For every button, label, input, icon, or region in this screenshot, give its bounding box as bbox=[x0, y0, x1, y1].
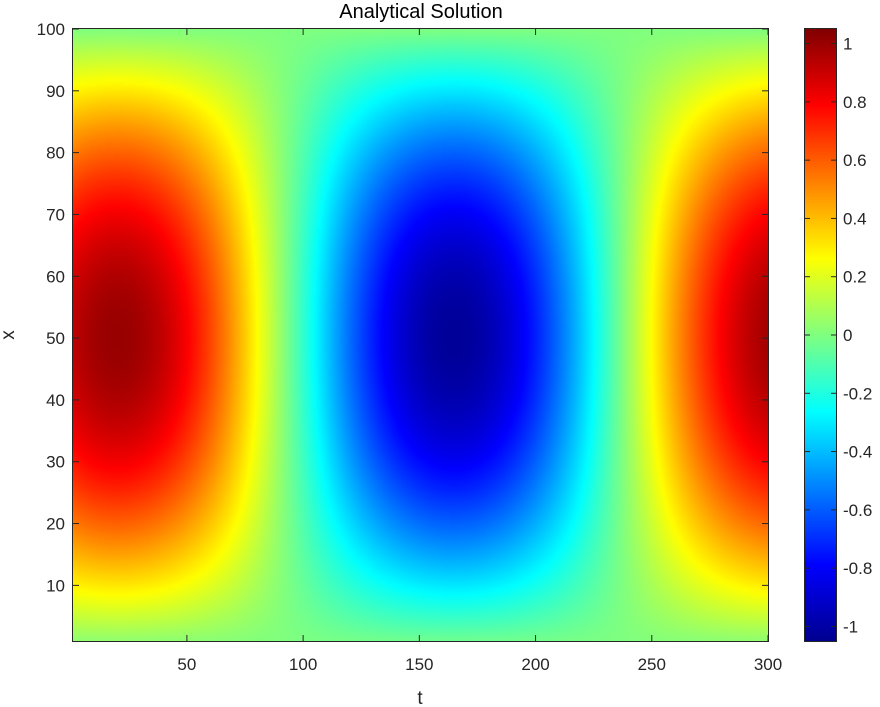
plot-frame bbox=[72, 28, 769, 642]
heatmap-image bbox=[73, 29, 768, 641]
colorbar-tick-label: 0.4 bbox=[843, 209, 867, 228]
colorbar-tick-label: -1 bbox=[843, 617, 858, 636]
heatmap bbox=[73, 29, 768, 641]
y-tick-label: 80 bbox=[46, 144, 65, 163]
y-tick-label: 60 bbox=[46, 267, 65, 286]
y-tick-label: 50 bbox=[46, 329, 65, 348]
y-tick-label: 10 bbox=[46, 576, 65, 595]
y-tick-label: 40 bbox=[46, 391, 65, 410]
y-tick-label: 30 bbox=[46, 453, 65, 472]
x-tick-label: 150 bbox=[405, 655, 433, 674]
x-tick-label: 50 bbox=[177, 655, 196, 674]
colorbar-ticks: -1 -0.8 -0.6 -0.4 -0.2 0 0.2 0.4 0.6 0.8 1 bbox=[805, 35, 872, 636]
x-tick-label: 100 bbox=[289, 655, 317, 674]
y-axis: 10 20 30 40 50 60 70 80 90 100 bbox=[37, 20, 768, 595]
colorbar-tick-label: -0.4 bbox=[843, 443, 872, 462]
colorbar-tick-label: 0.8 bbox=[843, 93, 867, 112]
y-tick-label: 20 bbox=[46, 515, 65, 534]
colorbar-tick-label: 0.6 bbox=[843, 151, 867, 170]
colorbar: -1 -0.8 -0.6 -0.4 -0.2 0 0.2 0.4 0.6 0.8 1 bbox=[804, 28, 872, 642]
y-axis-label: x bbox=[0, 330, 19, 340]
colorbar-tick-label: 1 bbox=[843, 35, 852, 54]
colorbar-tick-label: 0.2 bbox=[843, 268, 867, 287]
y-tick-label: 70 bbox=[46, 205, 65, 224]
x-tick-label: 250 bbox=[638, 655, 666, 674]
chart-title: Analytical Solution bbox=[339, 1, 502, 23]
colorbar-tick-label: -0.2 bbox=[843, 384, 872, 403]
x-axis: 50 100 150 200 250 300 bbox=[177, 29, 782, 674]
colorbar-tick-label: 0 bbox=[843, 326, 852, 345]
y-tick-label: 90 bbox=[46, 82, 65, 101]
colorbar-tick-label: -0.6 bbox=[843, 501, 872, 520]
y-tick-label: 100 bbox=[37, 20, 65, 39]
x-tick-label: 200 bbox=[521, 655, 549, 674]
x-axis-label: t bbox=[417, 688, 423, 707]
colorbar-tick-label: -0.8 bbox=[843, 559, 872, 578]
x-tick-label: 300 bbox=[754, 655, 782, 674]
